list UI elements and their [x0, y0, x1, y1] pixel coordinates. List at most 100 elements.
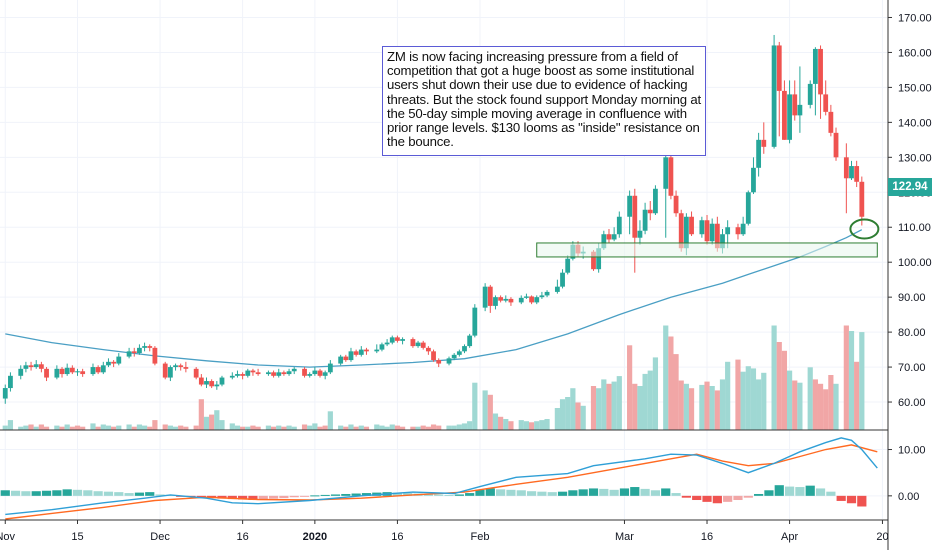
candle-body [348, 351, 354, 361]
candle-body [843, 157, 849, 179]
candle-body [420, 342, 426, 348]
volume-bar [544, 419, 550, 430]
candle-body [462, 346, 467, 352]
histogram-bar [619, 488, 630, 496]
price-tick-label: 110.00 [898, 222, 931, 234]
volume-bar [750, 368, 757, 430]
volume-bar [652, 357, 659, 430]
macd-signal-line [5, 444, 878, 520]
volume-bar [338, 425, 344, 430]
volume-bar [817, 383, 824, 430]
volume-bar [472, 382, 478, 430]
candle-body [596, 248, 602, 270]
volume-bar [642, 373, 648, 430]
candle-body [75, 371, 80, 373]
price-axis[interactable]: 170.00160.00150.00140.00130.00120.00110.… [888, 12, 932, 409]
volume-bar [147, 426, 153, 430]
candle-body [142, 346, 147, 348]
candle-body [828, 111, 834, 133]
volume-bar [183, 426, 189, 430]
time-tick-label: 16 [391, 531, 403, 543]
candle-body [539, 295, 545, 298]
support-zone-box [536, 242, 878, 258]
candle-body [2, 388, 8, 399]
candle-body [699, 220, 705, 235]
time-tick-label: Mar [615, 531, 634, 543]
volume-bar [771, 325, 777, 430]
histogram-bar [609, 489, 619, 496]
time-tick-label: 2020 [303, 531, 327, 543]
volume-bar [245, 426, 251, 430]
volume-bar [2, 425, 8, 430]
histogram-bar [52, 490, 62, 496]
volume-bar [100, 424, 106, 430]
volume-bar [688, 388, 695, 430]
candle-body [204, 381, 209, 385]
histogram-bar [72, 489, 83, 496]
volume-bar [116, 425, 122, 430]
volume-bar [18, 426, 24, 430]
volume-bar [843, 325, 849, 430]
candle-body [854, 166, 860, 182]
volume-bar [343, 426, 349, 430]
candle-body [80, 371, 86, 375]
candle-body [673, 195, 679, 214]
histogram-bar [279, 495, 289, 499]
histogram-bar [238, 495, 248, 500]
volume-bar [859, 332, 865, 430]
volume-bar [523, 421, 530, 430]
candle-body [849, 166, 854, 179]
candle-body [23, 365, 29, 369]
histogram-bar [588, 488, 599, 496]
volume-bar [792, 380, 798, 430]
histogram-bar [444, 494, 454, 496]
volume-bar [54, 425, 60, 430]
histogram-bar [526, 491, 537, 496]
candlesticks[interactable] [2, 34, 865, 404]
volume-bar [854, 361, 860, 430]
candle-body [467, 335, 473, 347]
candle-body [653, 188, 658, 214]
candle-body [276, 372, 282, 376]
annotation-text-box: ZM is now facing increasing pressure fro… [382, 46, 706, 156]
candle-body [162, 363, 168, 378]
candle-body [668, 157, 674, 196]
volume-bar [141, 425, 148, 430]
histogram-bar [145, 492, 155, 496]
histogram-bar [330, 494, 341, 496]
candle-body [611, 234, 617, 240]
histogram-bar [681, 495, 691, 498]
histogram-bar [423, 493, 433, 496]
volume-bar [379, 425, 385, 430]
volume-bar [363, 426, 370, 430]
volume-bar [301, 424, 308, 430]
volume-bar [229, 423, 235, 430]
candle-body [152, 347, 158, 364]
time-axis[interactable]: Nov 15 Dec 16 2020 16 Feb Mar 16 Apr 20 [0, 520, 889, 543]
price-tick-label: 70.00 [898, 362, 926, 374]
candle-body [642, 209, 648, 231]
volume-bar [508, 421, 514, 430]
macd-axis[interactable]: 10.00 0.00 [888, 445, 926, 503]
volume-bar [848, 331, 855, 430]
histogram-bar [62, 489, 72, 496]
candle-body [456, 351, 462, 355]
candle-body [524, 296, 529, 298]
histogram-bar [640, 488, 650, 496]
candle-body [782, 90, 787, 140]
candle-body [823, 94, 829, 112]
histogram-bar [485, 488, 495, 496]
candle-body [812, 48, 818, 84]
candle-body [704, 220, 710, 242]
volume-bar [725, 361, 731, 430]
candle-body [560, 272, 565, 287]
candle-body [771, 45, 777, 147]
volume-bar [33, 426, 39, 430]
volume-bar [637, 386, 643, 430]
histogram-bar [846, 495, 857, 504]
candle-body [286, 371, 292, 375]
candle-body [678, 213, 684, 249]
volume-bar [358, 425, 364, 430]
time-tick-label: 16 [236, 531, 248, 543]
